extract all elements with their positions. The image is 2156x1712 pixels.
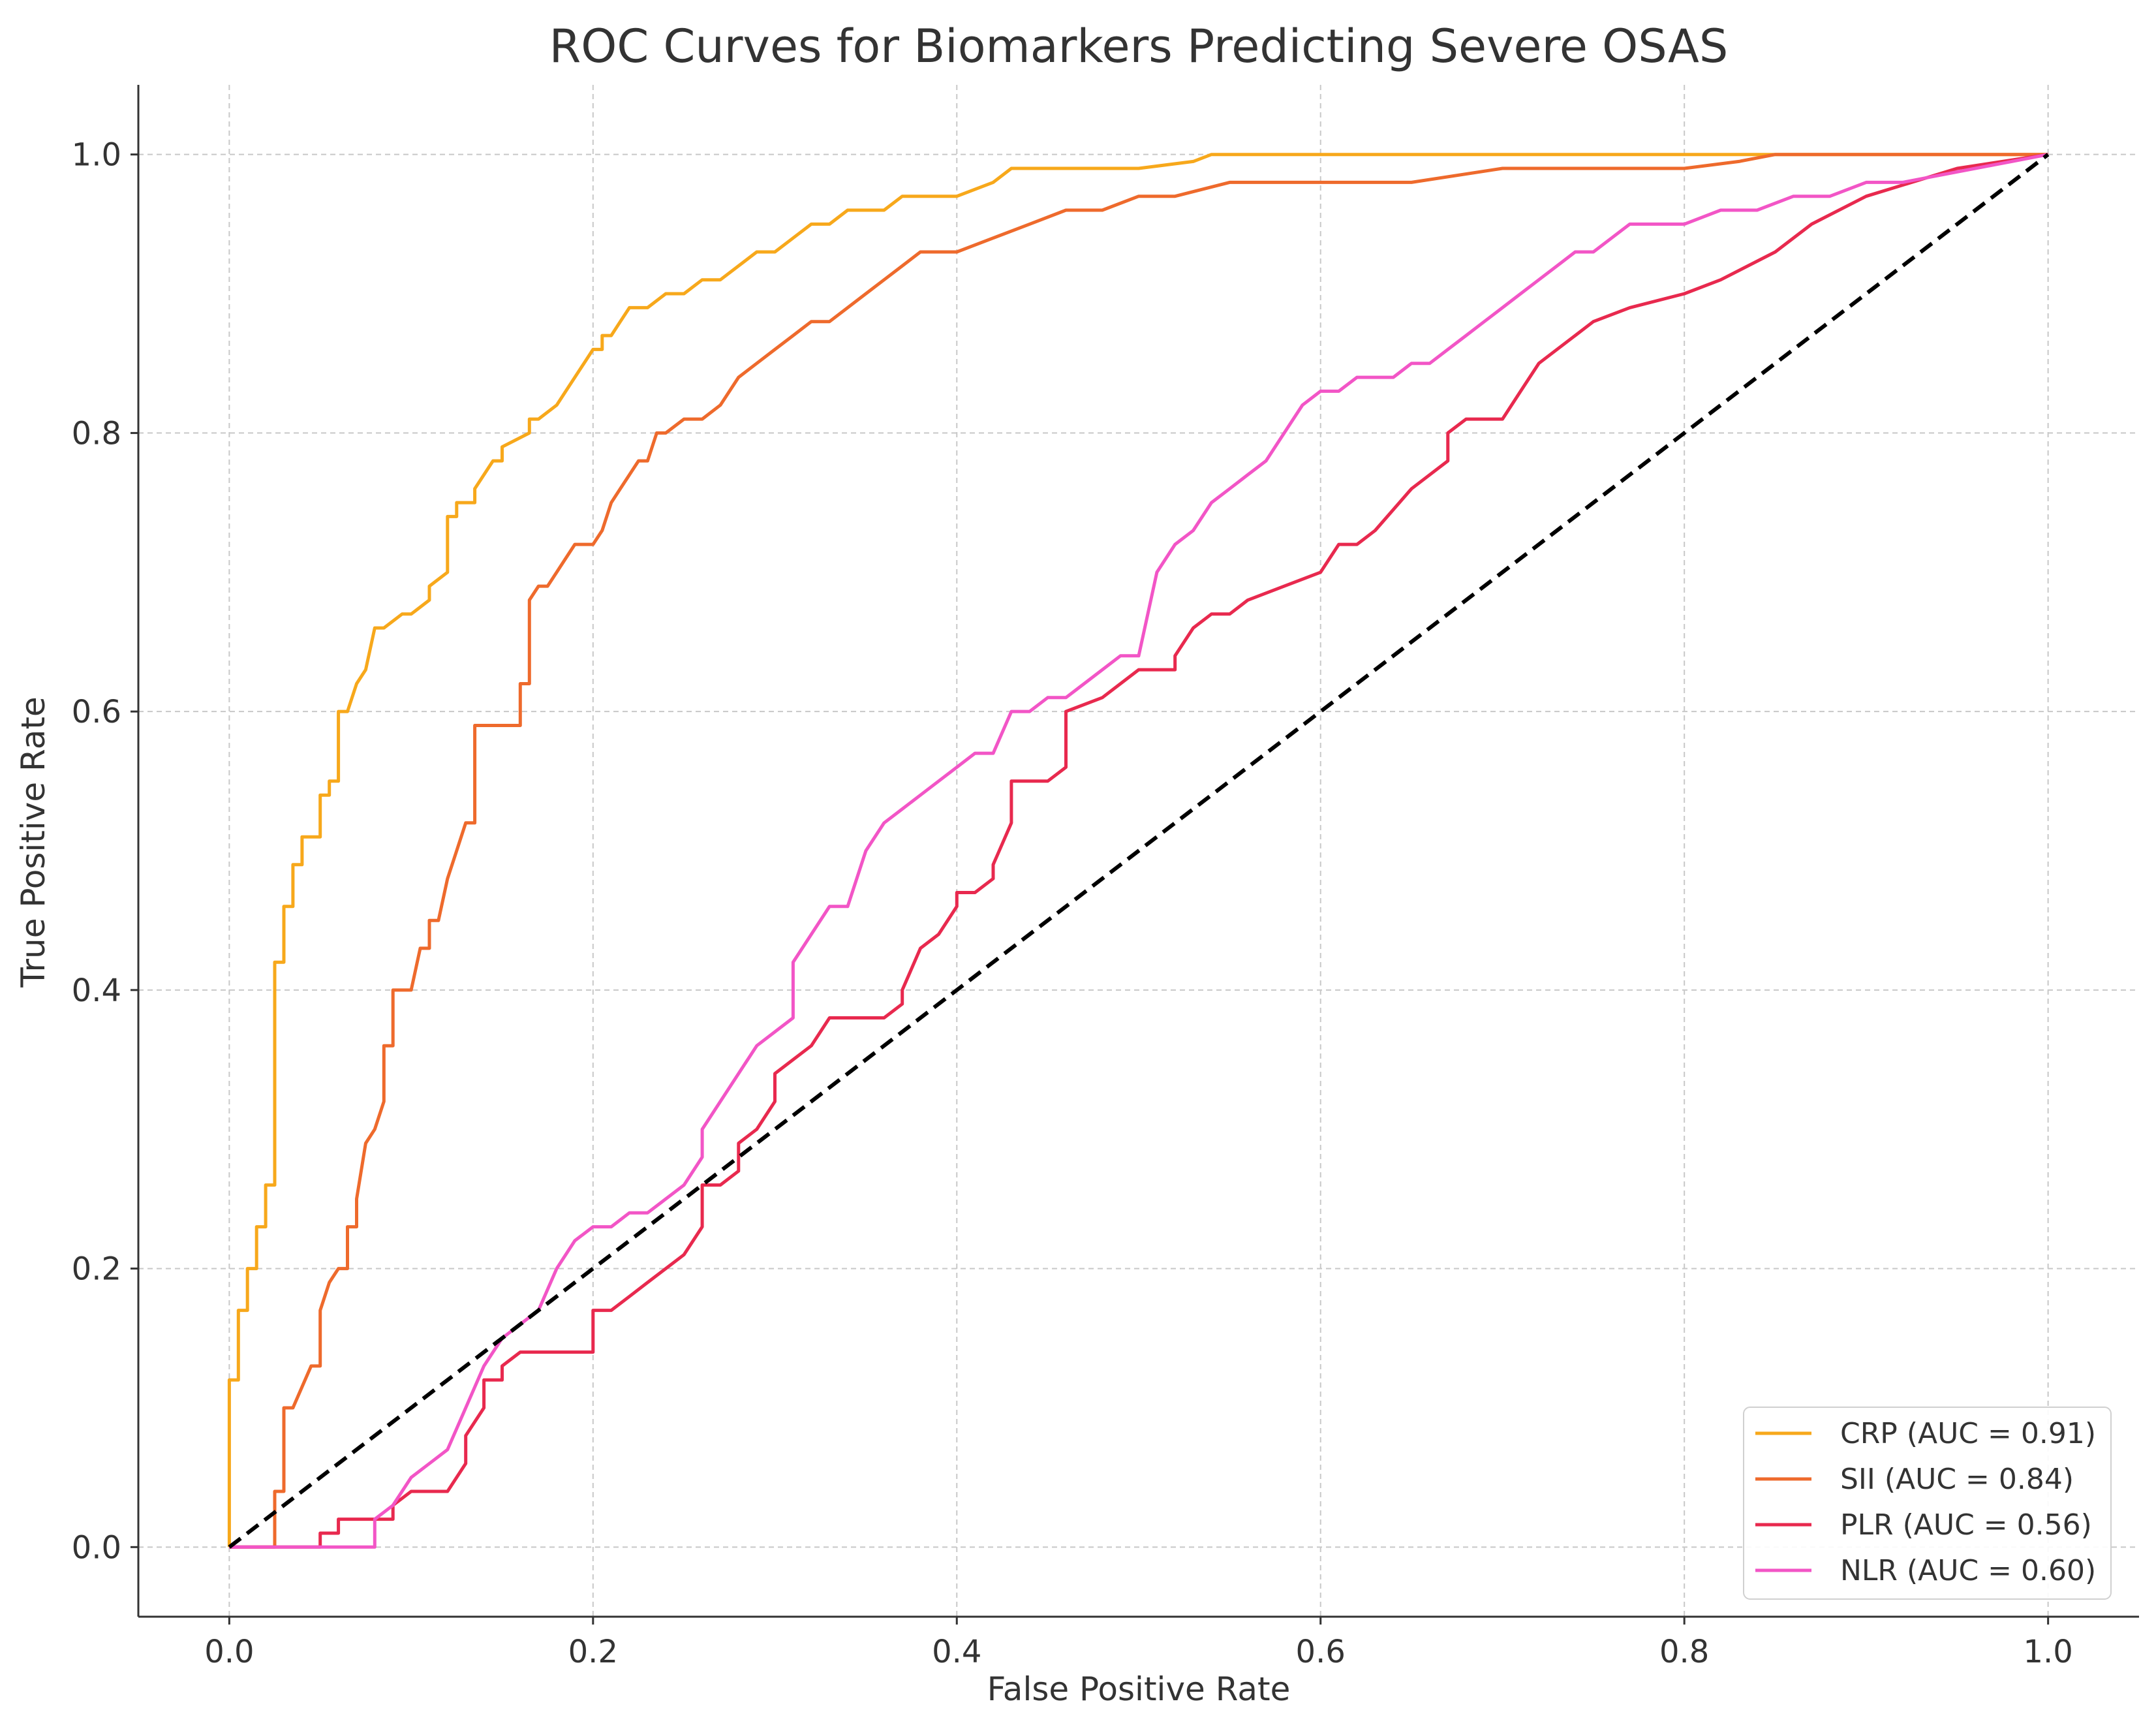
legend-entry: CRP (AUC = 0.91): [1840, 1417, 2096, 1450]
ticks: 0.0 0.2 0.4 0.6 0.8 1.0 0.0 0.2 0.4 0.6 0.8 1.0: [72, 137, 2073, 1670]
x-axis-label: False Positive Rate: [987, 1670, 1291, 1708]
roc-curves: [227, 153, 2050, 1549]
y-tick-label: 1.0: [72, 137, 121, 174]
y-tick-label: 0.2: [72, 1251, 121, 1288]
x-tick-label: 0.6: [1296, 1634, 1346, 1670]
roc-line-nlr: [229, 153, 2049, 1549]
roc-line-plr: [229, 153, 2048, 1549]
y-axis-label: True Positive Rate: [14, 696, 52, 988]
legend-box: [1743, 1407, 2112, 1600]
x-tick-label: 0.2: [568, 1634, 618, 1670]
y-tick-label: 0.0: [72, 1529, 121, 1566]
legend-entry: PLR (AUC = 0.56): [1840, 1508, 2092, 1542]
chance-diagonal-line: [228, 153, 2050, 1549]
x-tick-label: 0.8: [1659, 1634, 1709, 1670]
roc-line-crp: [227, 153, 2048, 1548]
y-tick-label: 0.8: [72, 415, 121, 452]
legend-entry: SII (AUC = 0.84): [1840, 1463, 2074, 1496]
y-tick-label: 0.6: [72, 694, 121, 730]
legend: CRP (AUC = 0.91) SII (AUC = 0.84) PLR (AUC…: [1743, 1407, 2112, 1600]
x-tick-label: 0.0: [204, 1634, 254, 1670]
legend-entry: NLR (AUC = 0.60): [1840, 1554, 2096, 1587]
chart-title: ROC Curves for Biomarkers Predicting Sev…: [549, 20, 1729, 73]
x-tick-label: 1.0: [2023, 1634, 2072, 1670]
axes: [137, 85, 2139, 1618]
y-tick-label: 0.4: [72, 973, 121, 1009]
x-tick-label: 0.4: [932, 1634, 981, 1670]
roc-line-sii: [229, 153, 2048, 1549]
